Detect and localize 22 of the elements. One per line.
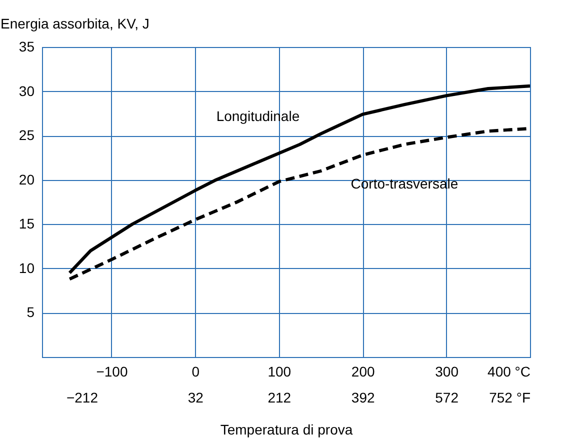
x-tick-label: 100 <box>268 364 292 380</box>
x2-tick-label: 32 <box>188 390 204 406</box>
x2-tick-label: −212 <box>66 390 98 406</box>
x-tick-label: 200 <box>351 364 375 380</box>
x-tick-label: 400 °C <box>488 364 530 380</box>
x2-tick-label: 752 °F <box>489 390 530 406</box>
x-tick-label: 300 <box>435 364 459 380</box>
y-tick-label: 25 <box>18 127 35 144</box>
x2-tick-label: 572 <box>435 390 459 406</box>
y-tick-label: 5 <box>26 304 35 320</box>
y-axis-title: Energia assorbita, KV, J <box>0 16 150 32</box>
x-tick-label: −100 <box>96 364 128 380</box>
y-tick-label: 15 <box>18 216 35 232</box>
x-axis-title: Temperatura di prova <box>220 422 353 438</box>
y-tick-label: 35 <box>18 38 35 54</box>
x-tick-label: 0 <box>192 364 200 380</box>
line-series <box>68 84 530 274</box>
y-tick-label: 30 <box>18 82 35 99</box>
x2-tick-label: 212 <box>268 390 292 406</box>
x2-tick-label: 392 <box>351 390 375 406</box>
y-tick-label: 10 <box>18 260 35 276</box>
y-tick-label: 20 <box>18 171 35 188</box>
